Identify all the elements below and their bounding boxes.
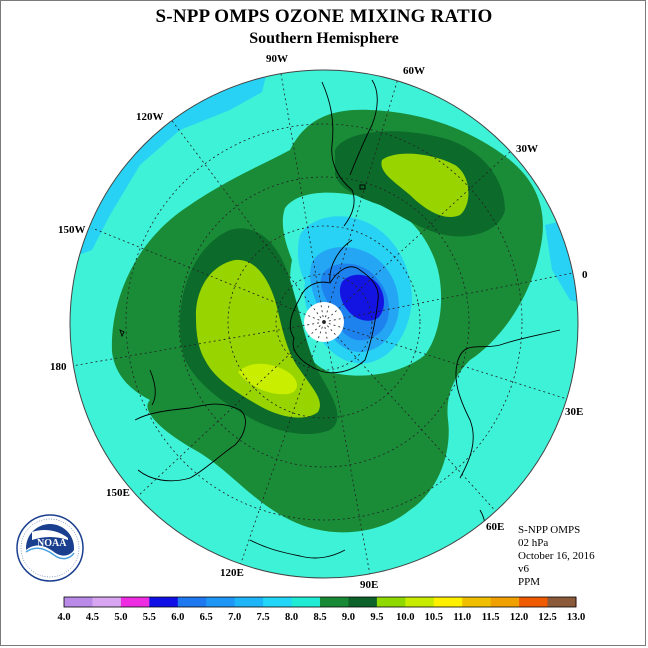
- colorbar-tick-label: 9.0: [342, 612, 355, 623]
- colorbar-tick-label: 4.0: [57, 612, 70, 623]
- field-band-5-5-6: [339, 274, 384, 321]
- lon-label-30w: 30W: [516, 143, 538, 155]
- new-zealand-coast: [149, 369, 156, 406]
- colorbar-swatch: [263, 597, 293, 607]
- info-units: PPM: [518, 576, 541, 588]
- australia-coast: [134, 403, 246, 482]
- lon-label-30e: 30E: [565, 406, 583, 418]
- lon-label-120e: 120E: [220, 567, 244, 579]
- map-subtitle: Southern Hemisphere: [249, 30, 399, 47]
- info-date: October 16, 2016: [518, 550, 595, 562]
- colorbar-tick-label: 5.5: [143, 612, 156, 623]
- colorbar-swatch: [291, 597, 321, 607]
- lon-label-60e: 60E: [486, 521, 504, 533]
- info-satellite: S-NPP OMPS: [518, 524, 581, 536]
- colorbar-swatch: [177, 597, 207, 607]
- colorbar: 4.0 4.5 5.0 5.5 6.0 6.5 7.0 7.5 8.0 8.5 9.0 9.5 10.0…: [57, 596, 585, 623]
- colorbar-swatch: [405, 597, 435, 607]
- coastlines: [119, 79, 561, 559]
- lon-label-150e: 150E: [106, 487, 130, 499]
- lon-label-0: 0: [582, 269, 588, 281]
- noaa-logo-text: NOAA: [37, 538, 67, 549]
- colorbar-tick-label: 7.0: [228, 612, 241, 623]
- colorbar-tick-label: 9.5: [370, 612, 383, 623]
- colorbar-tick-label: 11.5: [482, 612, 500, 623]
- lon-label-90e: 90E: [360, 579, 378, 591]
- colorbar-tick-label: 4.5: [86, 612, 99, 623]
- colorbar-swatch: [149, 597, 179, 607]
- colorbar-swatch: [490, 597, 520, 607]
- colorbar-swatch: [320, 597, 349, 607]
- colorbar-swatch: [519, 597, 549, 607]
- lon-label-120w: 120W: [136, 111, 164, 123]
- longitude-labels: 90W 60W 30W 0 30E 60E 90E 120E 150E 180 …: [50, 53, 588, 591]
- colorbar-swatch: [92, 597, 122, 607]
- colorbar-tick-label: 11.0: [453, 612, 471, 623]
- lon-label-90w: 90W: [266, 53, 288, 65]
- antarctica-coast: [289, 266, 379, 374]
- colorbar-swatch: [376, 597, 406, 607]
- south-america-coast: [321, 81, 355, 227]
- colorbar-tick-label: 6.0: [171, 612, 184, 623]
- colorbar-swatch: [462, 597, 492, 607]
- latitude-grid: [125, 123, 523, 521]
- field-band-9-5-10: [238, 363, 297, 395]
- colorbar-swatch: [64, 597, 93, 607]
- colorbar-swatch: [348, 597, 378, 607]
- colorbar-swatch: [433, 597, 463, 607]
- colorbar-swatch: [547, 597, 576, 607]
- field-band-7-7-5-patch-e: [545, 215, 578, 305]
- lon-label-150w: 150W: [58, 224, 86, 236]
- info-pressure-level: 02 hPa: [518, 537, 549, 549]
- noaa-logo-icon: NOAA: [16, 514, 84, 582]
- colorbar-tick-label: 12.5: [538, 612, 556, 623]
- lon-label-60w: 60W: [403, 65, 425, 77]
- colorbar-tick-label: 5.0: [114, 612, 127, 623]
- longitude-grid: [71, 70, 578, 576]
- colorbar-swatch: [234, 597, 264, 607]
- colorbar-tick-label: 6.5: [200, 612, 213, 623]
- africa-coast: [455, 329, 561, 479]
- lon-label-180: 180: [50, 361, 67, 373]
- colorbar-swatch: [206, 597, 236, 607]
- colorbar-tick-label: 8.0: [285, 612, 298, 623]
- map-disk-outline: [69, 69, 579, 579]
- info-version: v6: [518, 563, 529, 575]
- colorbar-swatch: [120, 597, 150, 607]
- info-block: S-NPP OMPS 02 hPa October 16, 2016 v6 PP…: [518, 524, 595, 589]
- map-title: S-NPP OMPS OZONE MIXING RATIO: [155, 6, 493, 27]
- colorbar-tick-label: 8.5: [313, 612, 326, 623]
- colorbar-tick-label: 13.0: [567, 612, 585, 623]
- colorbar-tick-label: 12.0: [510, 612, 528, 623]
- colorbar-tick-label: 10.0: [396, 612, 414, 623]
- colorbar-tick-label: 7.5: [257, 612, 270, 623]
- ozone-field: [70, 70, 578, 578]
- colorbar-tick-label: 10.5: [425, 612, 443, 623]
- field-band-9-9-5-north: [381, 153, 469, 218]
